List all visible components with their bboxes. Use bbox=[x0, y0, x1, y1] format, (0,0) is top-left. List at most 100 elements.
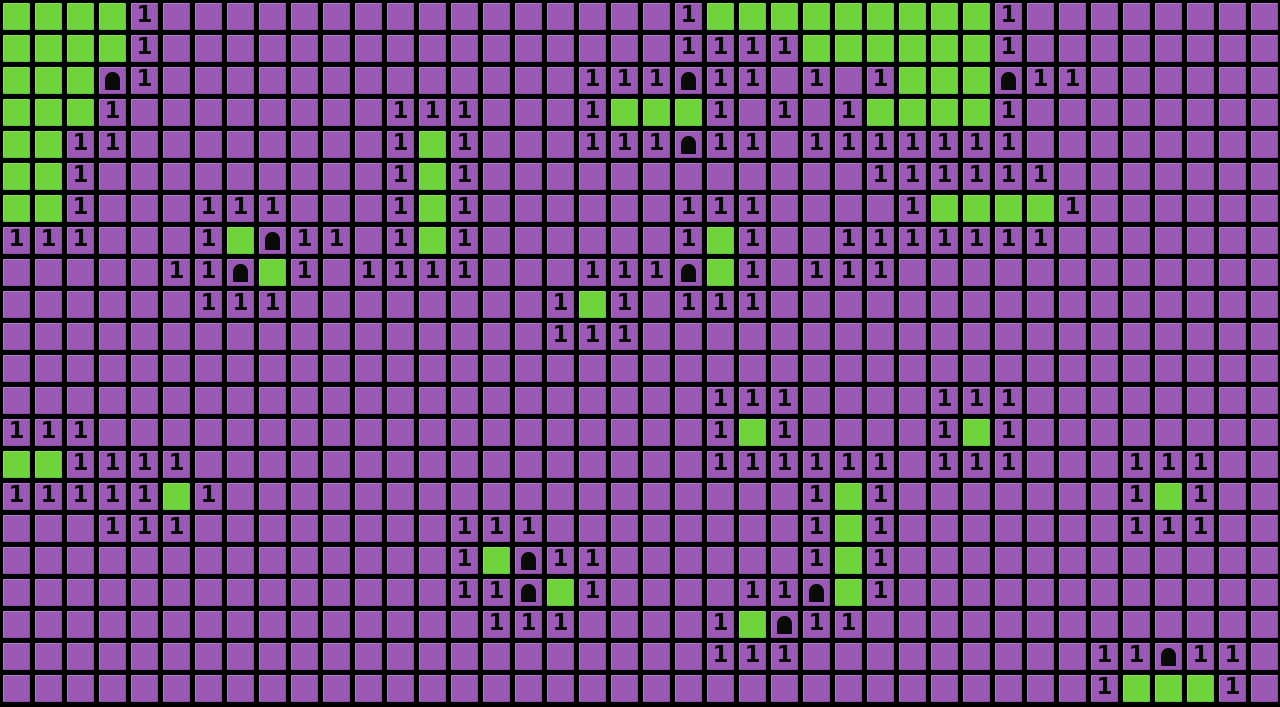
cell-number[interactable]: 1 bbox=[800, 128, 832, 160]
cell-number[interactable]: 1 bbox=[896, 224, 928, 256]
cell-number[interactable]: 1 bbox=[928, 128, 960, 160]
cell-hidden[interactable] bbox=[640, 608, 672, 640]
cell-hidden[interactable] bbox=[960, 320, 992, 352]
cell-revealed-empty[interactable] bbox=[416, 160, 448, 192]
cell-hidden[interactable] bbox=[832, 160, 864, 192]
cell-hidden[interactable] bbox=[96, 192, 128, 224]
cell-hidden[interactable] bbox=[1024, 96, 1056, 128]
cell-hidden[interactable] bbox=[1152, 96, 1184, 128]
cell-number[interactable]: 1 bbox=[672, 32, 704, 64]
cell-hidden[interactable] bbox=[96, 576, 128, 608]
cell-number[interactable]: 1 bbox=[832, 608, 864, 640]
cell-number[interactable]: 1 bbox=[416, 96, 448, 128]
cell-hidden[interactable] bbox=[1248, 448, 1280, 480]
cell-hidden[interactable] bbox=[640, 320, 672, 352]
cell-revealed-empty[interactable] bbox=[960, 96, 992, 128]
cell-hidden[interactable] bbox=[256, 576, 288, 608]
cell-hidden[interactable] bbox=[32, 288, 64, 320]
cell-revealed-empty[interactable] bbox=[1024, 192, 1056, 224]
cell-hidden[interactable] bbox=[320, 64, 352, 96]
cell-hidden[interactable] bbox=[448, 352, 480, 384]
cell-number[interactable]: 1 bbox=[160, 256, 192, 288]
cell-hidden[interactable] bbox=[1216, 288, 1248, 320]
cell-hidden[interactable] bbox=[192, 512, 224, 544]
cell-hidden[interactable] bbox=[192, 672, 224, 704]
cell-hidden[interactable] bbox=[480, 672, 512, 704]
cell-revealed-empty[interactable] bbox=[960, 416, 992, 448]
cell-hidden[interactable] bbox=[512, 128, 544, 160]
cell-number[interactable]: 1 bbox=[704, 384, 736, 416]
cell-hidden[interactable] bbox=[1216, 160, 1248, 192]
cell-number[interactable]: 1 bbox=[832, 128, 864, 160]
cell-hidden[interactable] bbox=[576, 32, 608, 64]
cell-hidden[interactable] bbox=[672, 160, 704, 192]
cell-hidden[interactable] bbox=[384, 480, 416, 512]
cell-hidden[interactable] bbox=[672, 352, 704, 384]
cell-hidden[interactable] bbox=[224, 640, 256, 672]
cell-hidden[interactable] bbox=[1216, 416, 1248, 448]
cell-hidden[interactable] bbox=[448, 0, 480, 32]
cell-hidden[interactable] bbox=[608, 0, 640, 32]
cell-hidden[interactable] bbox=[512, 288, 544, 320]
cell-revealed-empty[interactable] bbox=[608, 96, 640, 128]
cell-number[interactable]: 1 bbox=[192, 224, 224, 256]
cell-hidden[interactable] bbox=[1056, 608, 1088, 640]
cell-hidden[interactable] bbox=[32, 256, 64, 288]
cell-hidden[interactable] bbox=[1024, 352, 1056, 384]
cell-hidden[interactable] bbox=[512, 256, 544, 288]
cell-hidden[interactable] bbox=[256, 544, 288, 576]
cell-revealed-empty[interactable] bbox=[256, 256, 288, 288]
cell-hidden[interactable] bbox=[416, 320, 448, 352]
cell-hidden[interactable] bbox=[704, 480, 736, 512]
cell-hidden[interactable] bbox=[288, 384, 320, 416]
cell-hidden[interactable] bbox=[736, 160, 768, 192]
cell-number[interactable]: 1 bbox=[576, 544, 608, 576]
cell-hidden[interactable] bbox=[544, 448, 576, 480]
cell-number[interactable]: 1 bbox=[864, 256, 896, 288]
cell-hidden[interactable] bbox=[1184, 64, 1216, 96]
cell-hidden[interactable] bbox=[416, 544, 448, 576]
cell-revealed-empty[interactable] bbox=[224, 224, 256, 256]
cell-hidden[interactable] bbox=[352, 160, 384, 192]
cell-revealed-empty[interactable] bbox=[480, 544, 512, 576]
cell-revealed-empty[interactable] bbox=[736, 608, 768, 640]
cell-number[interactable]: 1 bbox=[672, 0, 704, 32]
cell-number[interactable]: 1 bbox=[288, 224, 320, 256]
cell-number[interactable]: 1 bbox=[768, 640, 800, 672]
cell-hidden[interactable] bbox=[704, 544, 736, 576]
cell-hidden[interactable] bbox=[608, 480, 640, 512]
cell-hidden[interactable] bbox=[96, 288, 128, 320]
cell-number[interactable]: 1 bbox=[384, 192, 416, 224]
cell-hidden[interactable] bbox=[64, 288, 96, 320]
cell-hidden[interactable] bbox=[896, 640, 928, 672]
cell-hidden[interactable] bbox=[416, 288, 448, 320]
cell-hidden[interactable] bbox=[1056, 480, 1088, 512]
cell-hidden[interactable] bbox=[1248, 576, 1280, 608]
cell-revealed-empty[interactable] bbox=[64, 32, 96, 64]
cell-number[interactable]: 1 bbox=[672, 192, 704, 224]
cell-number[interactable]: 1 bbox=[64, 224, 96, 256]
cell-revealed-empty[interactable] bbox=[32, 192, 64, 224]
cell-hidden[interactable] bbox=[672, 544, 704, 576]
cell-hidden[interactable] bbox=[864, 384, 896, 416]
cell-hidden[interactable] bbox=[512, 672, 544, 704]
cell-hidden[interactable] bbox=[1248, 256, 1280, 288]
cell-hidden[interactable] bbox=[896, 288, 928, 320]
cell-hidden[interactable] bbox=[224, 96, 256, 128]
cell-revealed-empty[interactable] bbox=[0, 128, 32, 160]
cell-hidden[interactable] bbox=[1024, 0, 1056, 32]
cell-number[interactable]: 1 bbox=[864, 544, 896, 576]
cell-hidden[interactable] bbox=[576, 192, 608, 224]
cell-hidden[interactable] bbox=[352, 192, 384, 224]
cell-hidden[interactable] bbox=[960, 256, 992, 288]
cell-hidden[interactable] bbox=[192, 0, 224, 32]
cell-hidden[interactable] bbox=[928, 672, 960, 704]
cell-hidden[interactable] bbox=[448, 32, 480, 64]
cell-hidden[interactable] bbox=[928, 256, 960, 288]
cell-hidden[interactable] bbox=[1248, 96, 1280, 128]
cell-hidden[interactable] bbox=[1216, 512, 1248, 544]
cell-revealed-empty[interactable] bbox=[736, 0, 768, 32]
cell-hidden[interactable] bbox=[256, 352, 288, 384]
cell-hidden[interactable] bbox=[640, 512, 672, 544]
cell-mine[interactable] bbox=[96, 64, 128, 96]
